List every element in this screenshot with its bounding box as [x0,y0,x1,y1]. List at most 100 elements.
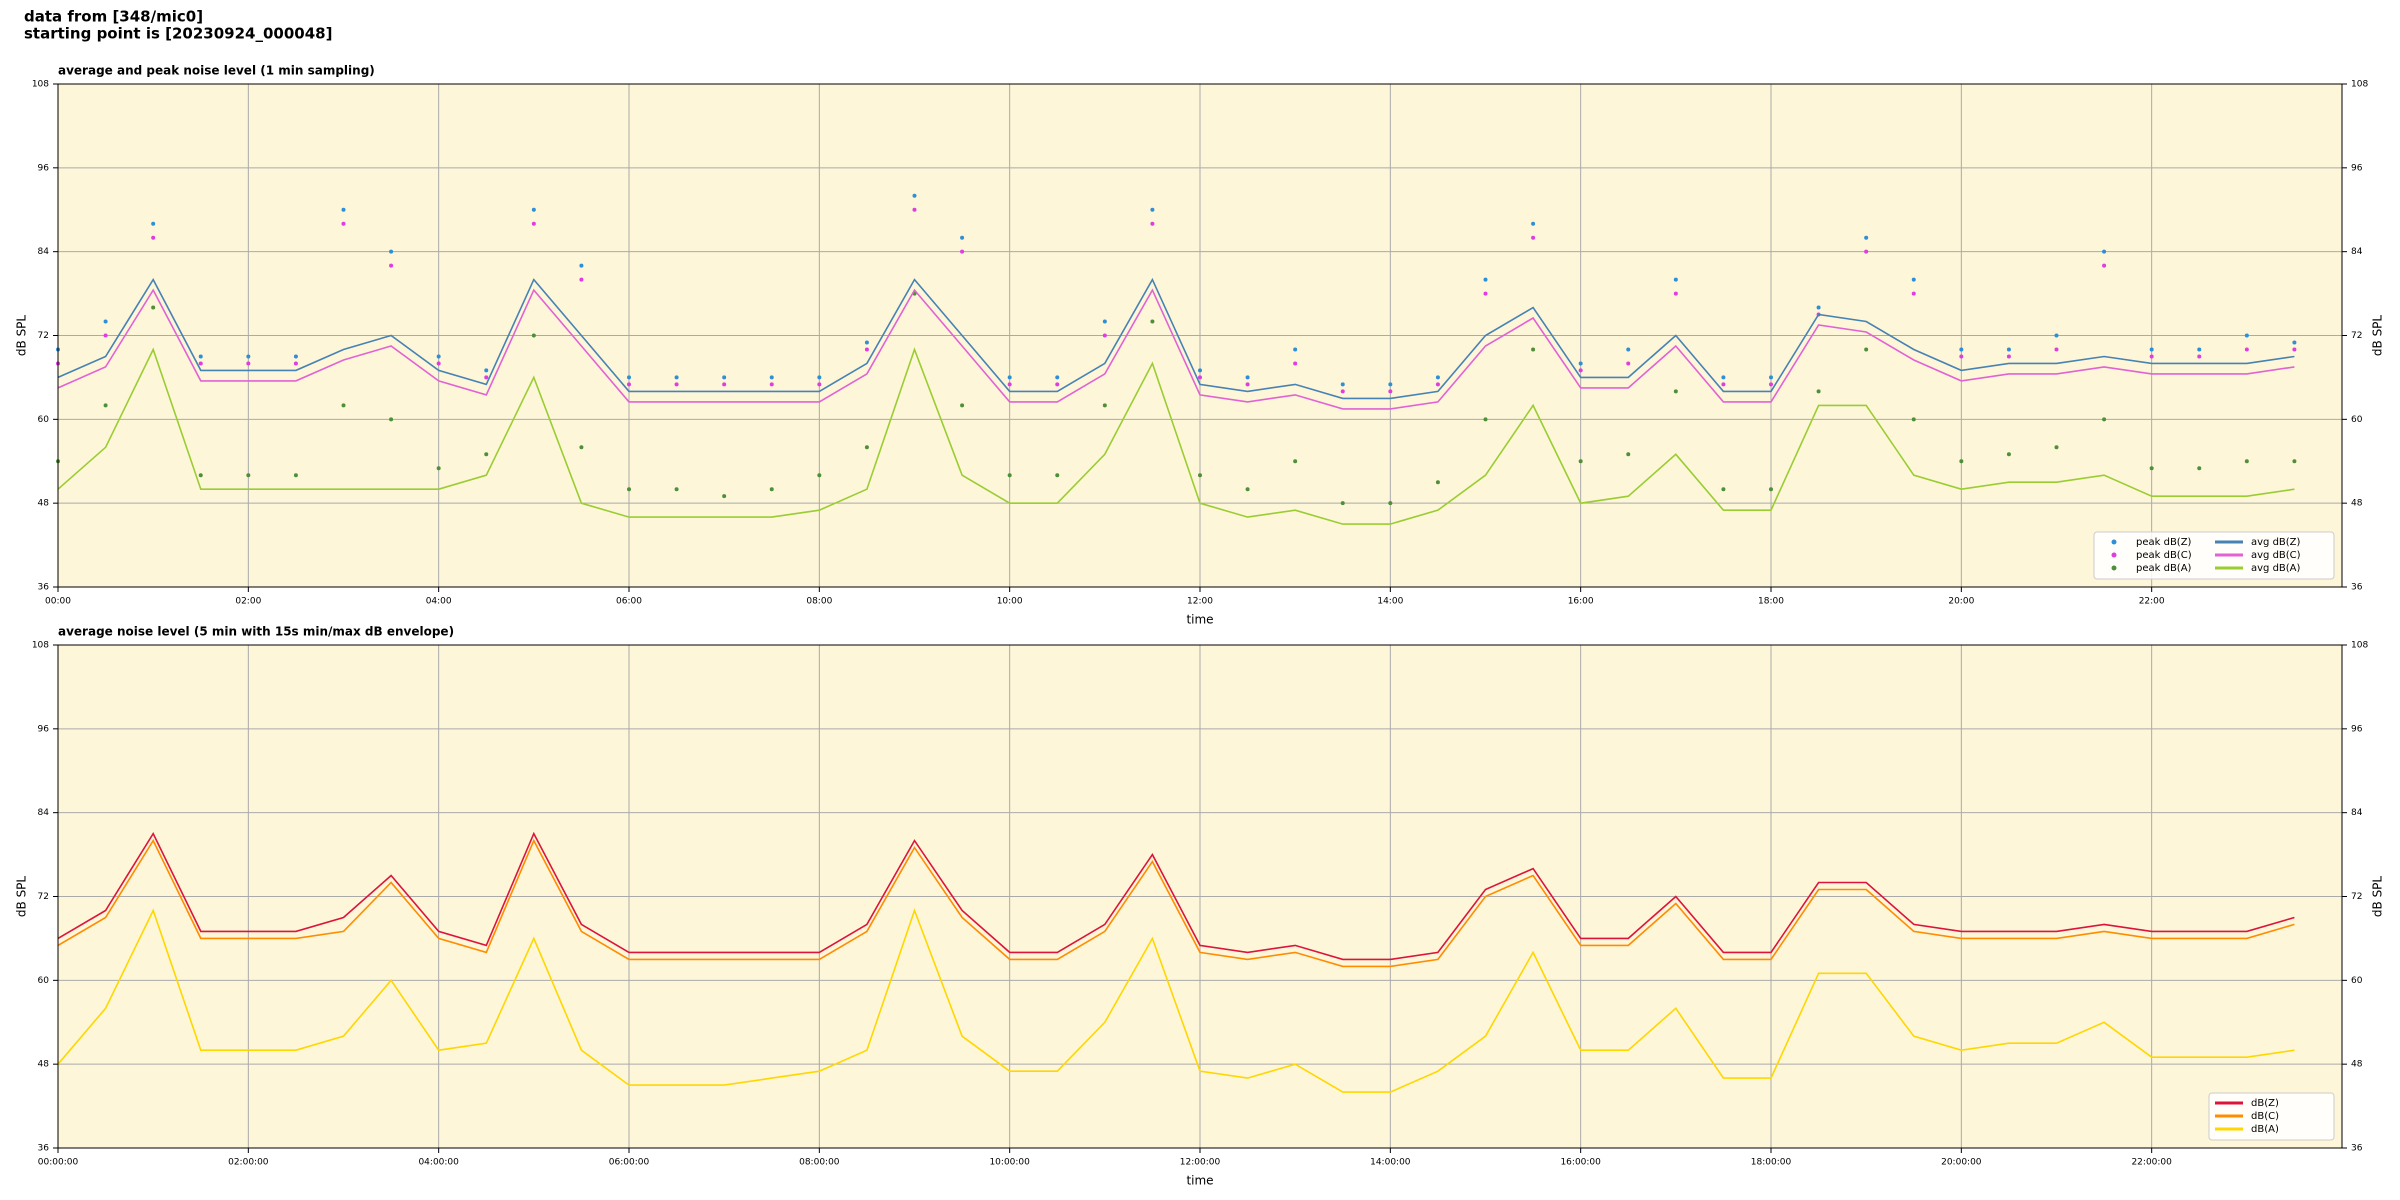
y2-tick-label: 84 [2351,247,2363,257]
peak-point [531,221,536,226]
y2-tick-label: 36 [2351,1144,2363,1154]
peak-point [1055,473,1060,478]
legend-marker [2111,539,2117,545]
peak-point [2292,340,2297,345]
peak-point [389,263,394,268]
peak-point [627,375,631,380]
y2-tick-label: 84 [2351,808,2363,818]
peak-point [722,494,727,499]
peak-point [1150,221,1155,226]
peak-point [1721,375,1726,380]
y-tick-label: 60 [38,976,50,986]
peak-point [912,193,917,198]
y-tick-label: 108 [32,80,49,90]
peak-point [1626,347,1631,352]
peak-point [151,305,156,310]
y-tick-label: 72 [38,892,49,902]
peak-point [1388,382,1393,387]
legend-marker [2111,565,2117,571]
y-axis-label: dB SPL [15,876,29,918]
peak-point [198,473,203,478]
y-tick-label: 108 [32,641,49,651]
peak-point [293,354,298,359]
y2-axis-label: dB SPL [2371,315,2385,357]
peak-point [1864,347,1869,352]
x-tick-label: 20:00:00 [1941,1158,1982,1168]
x-tick-label: 06:00 [616,597,642,607]
peak-point [1673,389,1678,394]
peak-point [1388,389,1393,394]
legend-marker [2111,552,2117,558]
peak-point [198,361,203,366]
peak-point [1055,382,1060,387]
x-tick-label: 00:00:00 [38,1158,79,1168]
peak-point [1531,235,1536,240]
y2-tick-label: 60 [2351,415,2363,425]
series-line [57,347,2295,525]
peak-point [246,354,251,359]
peak-point [817,382,822,387]
peak-point [1007,375,1012,380]
series-line [57,908,2295,1093]
peak-point [531,207,536,212]
peak-point [1293,361,1298,366]
legend-label: peak dB(A) [2136,563,2192,574]
x-tick-label: 10:00:00 [989,1158,1030,1168]
peak-point [1102,403,1107,408]
x-tick-label: 10:00 [997,597,1023,607]
peak-point [769,382,774,387]
peak-point [389,417,394,422]
peak-point [2054,445,2059,450]
peak-point [2006,452,2011,457]
x-tick-label: 12:00:00 [1180,1158,1221,1168]
peak-point [2054,333,2059,338]
peak-point [912,207,917,212]
peak-point [769,487,774,492]
peak-point [1245,382,1250,387]
x-tick-label: 16:00:00 [1560,1158,1601,1168]
peak-point [1388,501,1393,506]
peak-point [1721,487,1726,492]
peak-point [1150,319,1155,324]
x-tick-label: 08:00 [806,597,832,607]
x-tick-label: 12:00 [1187,597,1213,607]
x-tick-label: 20:00 [1948,597,1974,607]
x-tick-label: 02:00:00 [228,1158,269,1168]
x-tick-label: 14:00 [1377,597,1403,607]
y2-tick-label: 96 [2351,724,2363,734]
y-tick-label: 60 [38,415,50,425]
y-tick-label: 36 [38,583,50,593]
peak-point [1198,473,1202,478]
peak-point [960,403,965,408]
y-tick-label: 48 [38,499,50,509]
peak-point [293,361,298,366]
peak-point [1578,459,1583,464]
peak-point [1769,375,1773,380]
y-tick-label: 72 [38,331,49,341]
peak-point [484,368,489,373]
legend-label: avg dB(C) [2251,550,2301,561]
peak-point [1626,452,1631,457]
peak-point [2292,459,2297,464]
legend-label: peak dB(Z) [2136,537,2192,548]
y-tick-label: 96 [38,724,50,734]
y2-axis-label: dB SPL [2371,876,2385,918]
peak-point [2197,466,2202,471]
x-tick-label: 22:00 [2139,597,2165,607]
x-axis-label: time [1186,1174,1213,1188]
peak-point [722,382,727,387]
y-tick-label: 84 [38,808,50,818]
y2-tick-label: 108 [2351,641,2368,651]
peak-point [1340,501,1345,506]
peak-point [341,221,346,226]
peak-point [2197,347,2202,352]
x-tick-label: 00:00 [45,597,71,607]
peak-point [722,375,727,380]
peak-point [2102,417,2107,422]
peak-point [627,382,631,387]
peak-point [2149,354,2154,359]
legend-label: dB(Z) [2251,1098,2279,1109]
peak-point [1816,389,1821,394]
peak-point [1959,354,1964,359]
peak-point [1911,417,1916,422]
